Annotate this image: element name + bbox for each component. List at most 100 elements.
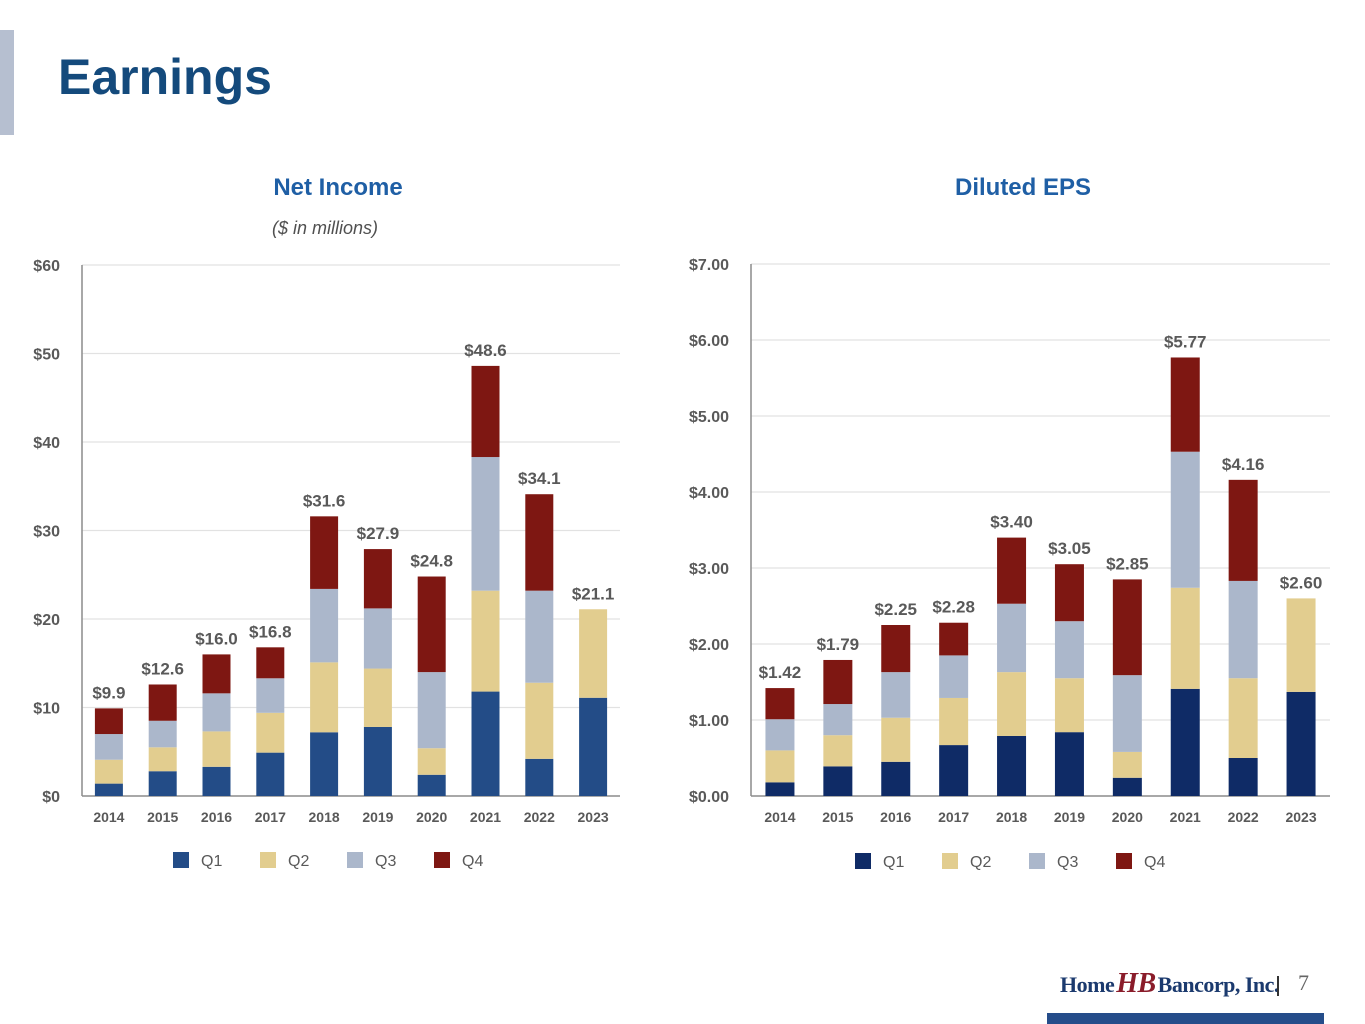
net-income-y-tick-label: $10 xyxy=(33,701,60,718)
eps-x-tick-label: 2016 xyxy=(880,809,911,825)
net-income-total-label: $21.1 xyxy=(572,584,615,603)
eps-total-label: $3.40 xyxy=(990,513,1033,532)
eps-y-tick-label: $2.00 xyxy=(689,637,729,654)
net-income-chart-subtitle: ($ in millions) xyxy=(271,218,379,238)
company-logo: HomeHBBancorp, Inc. xyxy=(1060,968,1279,1000)
net-income-bar-q3-2017 xyxy=(256,678,285,713)
net-income-bar-q4-2022 xyxy=(525,494,554,591)
net-income-bar-q2-2023 xyxy=(579,609,608,698)
net-income-bar-q2-2021 xyxy=(471,590,500,692)
eps-legend-swatch-q4 xyxy=(1116,853,1132,869)
net-income-bar-q1-2017 xyxy=(256,752,285,796)
eps-bar-q1-2022 xyxy=(1228,758,1258,796)
net-income-x-tick-label: 2017 xyxy=(255,809,286,825)
net-income-bar-q2-2014 xyxy=(94,759,123,784)
eps-chart-title: Diluted EPS xyxy=(954,174,1092,201)
net-income-bar-q4-2020 xyxy=(417,576,446,673)
net-income-bar-q3-2018 xyxy=(310,588,339,663)
eps-y-tick-label: $6.00 xyxy=(689,333,729,350)
net-income-bar-q4-2019 xyxy=(363,549,392,609)
eps-bar-q2-2022 xyxy=(1228,678,1258,758)
eps-total-label: $5.77 xyxy=(1164,332,1207,351)
net-income-total-label: $31.6 xyxy=(303,491,346,510)
net-income-total-label: $9.9 xyxy=(92,683,125,702)
eps-x-tick-label: 2015 xyxy=(822,809,853,825)
net-income-legend-label: Q3 xyxy=(375,853,396,870)
eps-bar-q1-2017 xyxy=(939,745,969,796)
net-income-total-label: $34.1 xyxy=(518,469,561,488)
net-income-bar-q3-2019 xyxy=(363,608,392,669)
net-income-legend-swatch-q4 xyxy=(434,852,450,868)
eps-bar-q2-2018 xyxy=(997,672,1027,736)
net-income-bar-q3-2022 xyxy=(525,590,554,683)
net-income-bar-q1-2014 xyxy=(94,783,123,796)
eps-legend-swatch-q3 xyxy=(1029,853,1045,869)
eps-legend-label: Q2 xyxy=(970,854,991,871)
eps-legend-swatch-q1 xyxy=(855,853,871,869)
eps-legend-label: Q4 xyxy=(1144,854,1165,871)
page-number: 7 xyxy=(1298,970,1309,995)
net-income-legend-label: Q4 xyxy=(462,853,483,870)
eps-bar-q4-2022 xyxy=(1228,479,1258,581)
eps-total-label: $3.05 xyxy=(1048,539,1091,558)
eps-bar-q2-2014 xyxy=(765,750,795,783)
net-income-bar-q1-2021 xyxy=(471,691,500,796)
net-income-bar-q3-2014 xyxy=(94,734,123,760)
logo-mark-icon: HB xyxy=(1116,968,1156,999)
eps-bar-q3-2019 xyxy=(1054,621,1084,679)
eps-bar-q2-2019 xyxy=(1054,678,1084,733)
eps-bar-q3-2021 xyxy=(1170,451,1200,588)
net-income-legend-label: Q2 xyxy=(288,853,309,870)
eps-x-tick-label: 2021 xyxy=(1170,809,1201,825)
net-income-x-tick-label: 2014 xyxy=(93,809,124,825)
net-income-bar-q4-2021 xyxy=(471,365,500,458)
net-income-x-tick-label: 2022 xyxy=(524,809,555,825)
net-income-bar-q2-2020 xyxy=(417,748,446,775)
eps-bar-q4-2020 xyxy=(1112,579,1142,676)
eps-total-label: $2.28 xyxy=(932,598,975,617)
net-income-y-tick-label: $60 xyxy=(33,258,60,275)
net-income-bar-q1-2018 xyxy=(310,732,339,796)
net-income-x-tick-label: 2023 xyxy=(578,809,609,825)
net-income-total-label: $27.9 xyxy=(357,524,400,543)
eps-bar-q3-2014 xyxy=(765,719,795,751)
net-income-legend-swatch-q3 xyxy=(347,852,363,868)
net-income-bar-q2-2015 xyxy=(148,747,177,772)
eps-total-label: $4.16 xyxy=(1222,455,1265,474)
net-income-bar-q1-2023 xyxy=(579,697,608,796)
eps-bar-q1-2015 xyxy=(823,766,853,796)
eps-bar-q1-2021 xyxy=(1170,688,1200,796)
net-income-x-tick-label: 2019 xyxy=(362,809,393,825)
net-income-bar-q4-2015 xyxy=(148,684,177,721)
net-income-x-tick-label: 2021 xyxy=(470,809,501,825)
page-title: Earnings xyxy=(58,49,272,105)
eps-x-tick-label: 2014 xyxy=(764,809,795,825)
net-income-chart-title: Net Income xyxy=(273,174,403,201)
eps-bar-q1-2016 xyxy=(881,761,911,796)
eps-x-tick-label: 2018 xyxy=(996,809,1027,825)
eps-bar-q4-2019 xyxy=(1054,564,1084,622)
logo-text-home: Home xyxy=(1060,972,1115,997)
net-income-x-tick-label: 2018 xyxy=(309,809,340,825)
eps-x-tick-label: 2022 xyxy=(1228,809,1259,825)
net-income-y-tick-label: $0 xyxy=(42,789,60,806)
eps-bar-q4-2016 xyxy=(881,625,911,673)
net-income-bar-q1-2015 xyxy=(148,771,177,796)
net-income-total-label: $48.6 xyxy=(464,341,507,360)
net-income-y-tick-label: $40 xyxy=(33,435,60,452)
eps-bar-q1-2019 xyxy=(1054,732,1084,796)
net-income-bar-q2-2016 xyxy=(202,731,231,767)
eps-bar-q3-2015 xyxy=(823,704,853,736)
eps-x-tick-label: 2017 xyxy=(938,809,969,825)
net-income-bar-q3-2015 xyxy=(148,720,177,748)
net-income-total-label: $12.6 xyxy=(141,659,184,678)
net-income-bar-q2-2022 xyxy=(525,682,554,759)
eps-legend-label: Q3 xyxy=(1057,854,1078,871)
eps-y-tick-label: $1.00 xyxy=(689,713,729,730)
eps-total-label: $2.25 xyxy=(874,600,917,619)
net-income-legend-swatch-q1 xyxy=(173,852,189,868)
net-income-x-tick-label: 2020 xyxy=(416,809,447,825)
eps-bar-q2-2020 xyxy=(1112,751,1142,778)
accent-bar xyxy=(0,30,14,135)
net-income-bar-q1-2020 xyxy=(417,774,446,796)
